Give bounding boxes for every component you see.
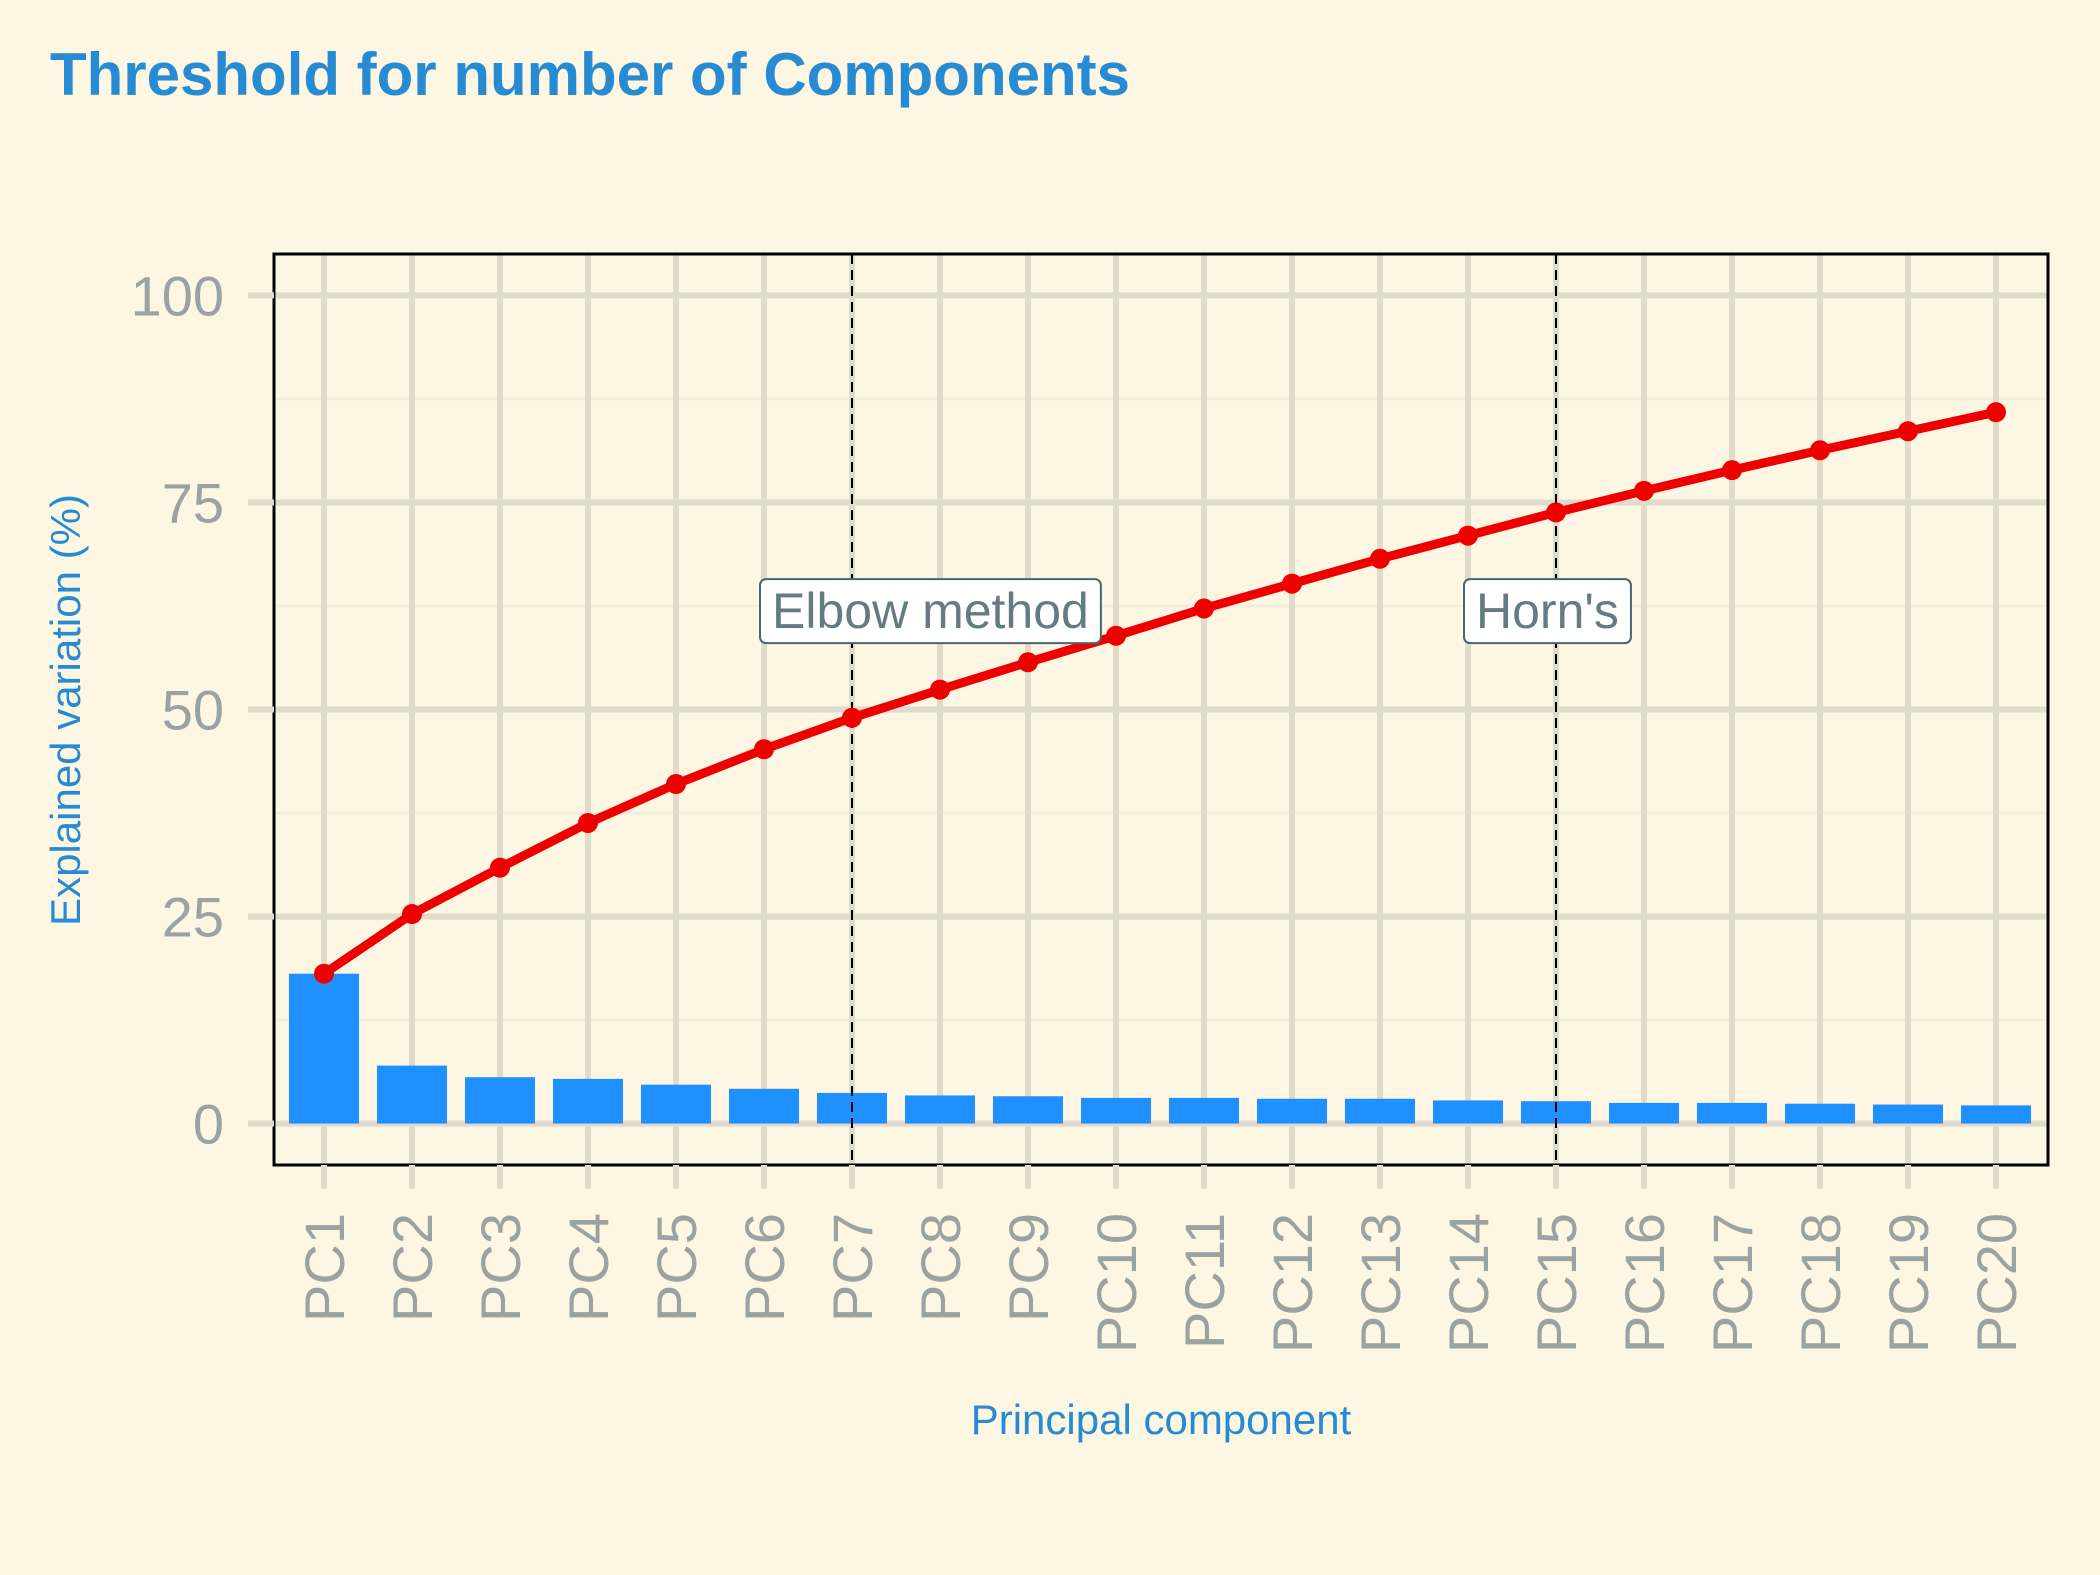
annotation-label: Elbow method (772, 583, 1089, 639)
line-point-pc19 (1898, 421, 1918, 442)
bar-pc16 (1609, 1102, 1679, 1124)
cumulative-line-series (314, 402, 2006, 984)
x-tick-label-pc5: PC5 (645, 1213, 708, 1322)
x-tick-label-pc12: PC12 (1261, 1213, 1324, 1353)
y-axis-title: Explained variation (%) (42, 494, 89, 926)
bar-pc12 (1257, 1098, 1327, 1124)
bar-pc20 (1961, 1105, 2031, 1124)
bar-pc9 (993, 1096, 1063, 1124)
x-tick-label-pc1: PC1 (293, 1213, 356, 1322)
bar-pc14 (1433, 1100, 1503, 1124)
line-point-pc7 (842, 707, 862, 728)
line-point-pc20 (1986, 402, 2006, 423)
x-tick-label-pc11: PC11 (1173, 1213, 1236, 1349)
line-point-pc17 (1722, 460, 1742, 481)
bar-pc4 (553, 1078, 623, 1124)
x-tick-label-pc10: PC10 (1085, 1213, 1148, 1353)
line-point-pc1 (314, 963, 334, 984)
annotation-pc15: Horn's (1463, 578, 1632, 645)
x-tick-label-pc20: PC20 (1965, 1213, 2028, 1353)
bar-pc1 (289, 973, 359, 1124)
x-tick-label-pc15: PC15 (1525, 1213, 1588, 1353)
y-tick-label: 75 (162, 471, 224, 534)
x-tick-label-pc17: PC17 (1701, 1213, 1764, 1353)
bar-pc10 (1081, 1097, 1151, 1124)
line-point-pc3 (490, 857, 510, 878)
x-tick-label-pc8: PC8 (909, 1213, 972, 1322)
line-point-pc2 (402, 904, 422, 925)
bar-pc17 (1697, 1102, 1767, 1124)
annotation-pc7: Elbow method (759, 578, 1102, 645)
y-tick-label: 50 (162, 679, 224, 742)
x-tick-label-pc9: PC9 (997, 1213, 1060, 1322)
x-axis-ticks: PC1 PC2 PC3 PC4 PC5 PC6 PC7 PC8 PC9 PC10 PC11 PC12 P… (293, 1165, 2028, 1353)
line-point-pc8 (930, 679, 950, 700)
bar-pc11 (1169, 1097, 1239, 1124)
x-axis-title: Principal component (971, 1396, 1352, 1443)
line-point-pc12 (1282, 573, 1302, 594)
bar-pc3 (465, 1077, 535, 1124)
bar-pc6 (729, 1088, 799, 1124)
y-tick-label: 100 (131, 264, 224, 327)
x-tick-label-pc7: PC7 (821, 1213, 884, 1322)
line-point-pc9 (1018, 652, 1038, 673)
bar-pc18 (1785, 1103, 1855, 1124)
line-point-pc11 (1194, 598, 1214, 619)
y-tick-label: 0 (193, 1093, 224, 1156)
bar-pc8 (905, 1095, 975, 1124)
annotation-box (1463, 578, 1632, 645)
x-tick-label-pc19: PC19 (1877, 1213, 1940, 1353)
chart-title: Threshold for number of Components (50, 41, 1130, 108)
bar-pc13 (1345, 1098, 1415, 1124)
x-tick-label-pc2: PC2 (381, 1213, 444, 1322)
line-point-pc16 (1634, 480, 1654, 501)
bar-pc15 (1521, 1101, 1591, 1124)
x-tick-label-pc4: PC4 (557, 1213, 620, 1322)
y-axis-ticks: 0 25 50 75 100 (131, 264, 274, 1156)
line-point-pc15 (1546, 502, 1566, 523)
annotation-box (759, 578, 1102, 645)
line-point-pc4 (578, 812, 598, 833)
x-tick-label-pc13: PC13 (1349, 1213, 1412, 1353)
cumulative-line (319, 407, 2001, 979)
x-tick-label-pc18: PC18 (1789, 1213, 1852, 1353)
grid-lines (274, 254, 2048, 1165)
x-tick-label-pc6: PC6 (733, 1213, 796, 1322)
line-point-pc10 (1106, 625, 1126, 646)
bar-pc2 (377, 1065, 447, 1124)
x-tick-label-pc3: PC3 (469, 1213, 532, 1322)
bar-series (289, 973, 2031, 1124)
line-point-pc18 (1810, 440, 1830, 461)
bar-pc19 (1873, 1104, 1943, 1124)
line-point-pc13 (1370, 548, 1390, 569)
line-point-pc6 (754, 739, 774, 760)
annotation-label: Horn's (1476, 583, 1619, 639)
line-point-pc14 (1458, 525, 1478, 546)
y-tick-label: 25 (162, 886, 224, 949)
x-tick-label-pc14: PC14 (1437, 1213, 1500, 1353)
bar-pc5 (641, 1084, 711, 1124)
annotations: Elbow method Horn's (759, 578, 1632, 645)
x-tick-label-pc16: PC16 (1613, 1213, 1676, 1353)
line-point-pc5 (666, 774, 686, 795)
